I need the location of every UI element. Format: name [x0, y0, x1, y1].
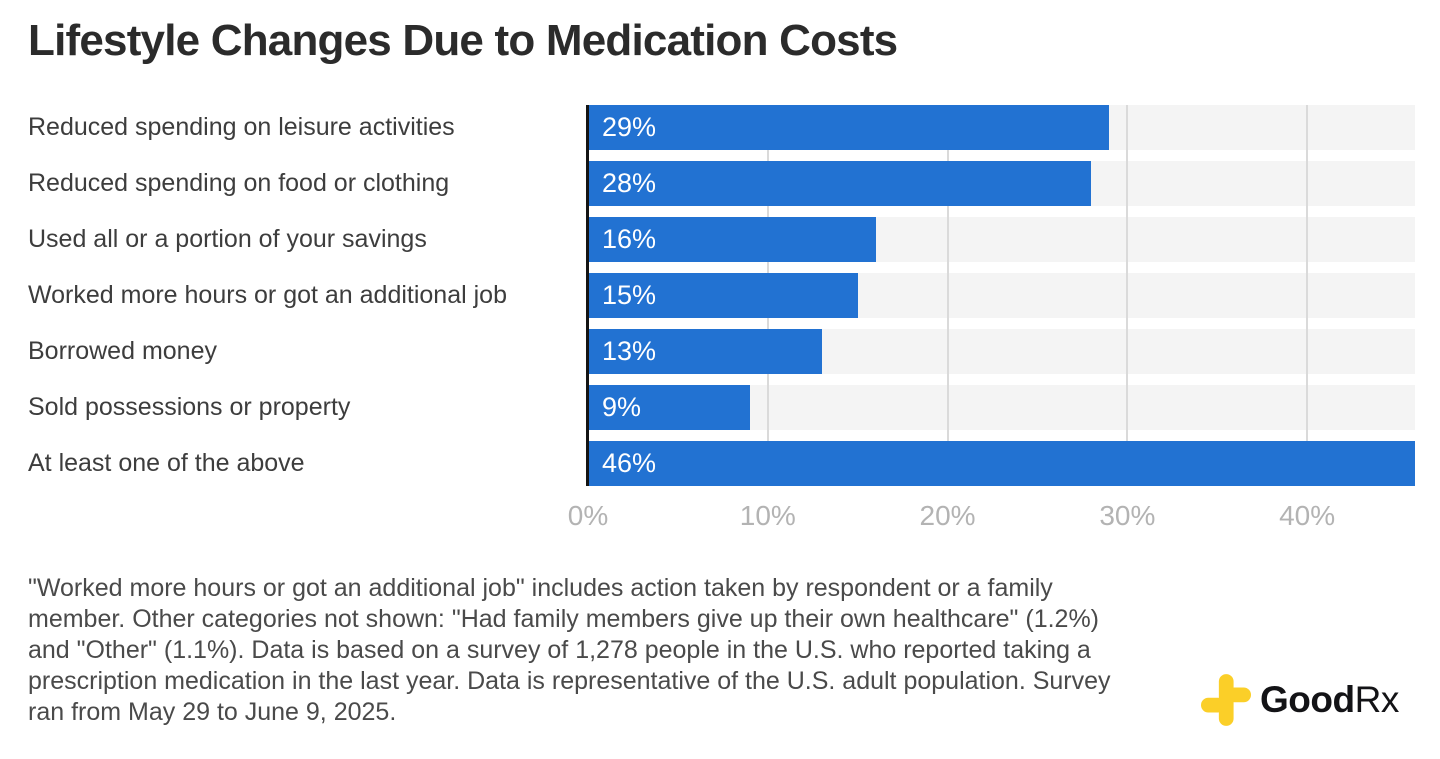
goodrx-cross-icon	[1201, 674, 1251, 726]
bar: 28%	[588, 161, 1092, 206]
bar: 16%	[588, 217, 876, 262]
chart-row: Reduced spending on food or clothing 28%	[0, 161, 1440, 206]
y-axis-line	[586, 105, 589, 486]
bar-track: 13%	[588, 329, 1415, 374]
bar: 29%	[588, 105, 1110, 150]
category-label: Used all or a portion of your savings	[28, 225, 427, 253]
bar: 46%	[588, 441, 1415, 486]
goodrx-wordmark-good: Good	[1260, 679, 1355, 720]
category-label: Sold possessions or property	[28, 393, 351, 421]
bar: 15%	[588, 273, 858, 318]
bar-track: 9%	[588, 385, 1415, 430]
chart-rows: Reduced spending on leisure activities 2…	[0, 105, 1440, 497]
chart-row: Used all or a portion of your savings 16…	[0, 217, 1440, 262]
bar-track: 28%	[588, 161, 1415, 206]
bar-value-label: 29%	[602, 112, 657, 142]
bar: 13%	[588, 329, 822, 374]
bar-value-label: 9%	[602, 392, 642, 422]
chart-row: Borrowed money 13%	[0, 329, 1440, 374]
bar-track: 15%	[588, 273, 1415, 318]
goodrx-wordmark-rx: Rx	[1354, 679, 1400, 720]
bar-value-label: 15%	[602, 280, 657, 310]
bar-value-label: 16%	[602, 224, 657, 254]
x-tick-label: 10%	[739, 500, 796, 531]
category-label: Reduced spending on food or clothing	[28, 169, 450, 197]
bar: 9%	[588, 385, 750, 430]
category-label: At least one of the above	[28, 449, 305, 477]
chart-row: Sold possessions or property 9%	[0, 385, 1440, 430]
chart-row: Reduced spending on leisure activities 2…	[0, 105, 1440, 150]
x-axis-labels: 0% 10% 20% 30% 40%	[568, 500, 1415, 534]
goodrx-wordmark: Good Rx	[1260, 679, 1399, 721]
bar-value-label: 13%	[602, 336, 657, 366]
category-label: Reduced spending on leisure activities	[28, 113, 455, 141]
bar-track: 29%	[588, 105, 1415, 150]
footnote-text: "Worked more hours or got an additional …	[28, 574, 1111, 726]
bar-track: 16%	[588, 217, 1415, 262]
bar-value-label: 46%	[602, 448, 657, 478]
chart-row: At least one of the above 46%	[0, 441, 1440, 486]
x-tick-label: 0%	[567, 500, 609, 531]
x-tick-label: 40%	[1279, 500, 1336, 531]
page-title: Lifestyle Changes Due to Medication Cost…	[28, 16, 898, 65]
x-tick-label: 30%	[1099, 500, 1156, 531]
goodrx-logo: Good Rx	[1201, 674, 1399, 726]
x-tick-label: 20%	[919, 500, 976, 531]
category-label: Worked more hours or got an additional j…	[28, 281, 507, 309]
category-label: Borrowed money	[28, 337, 217, 365]
bar-chart: Reduced spending on leisure activities 2…	[0, 105, 1440, 535]
bar-value-label: 28%	[602, 168, 657, 198]
chart-row: Worked more hours or got an additional j…	[0, 273, 1440, 318]
bar-track: 46%	[588, 441, 1415, 486]
